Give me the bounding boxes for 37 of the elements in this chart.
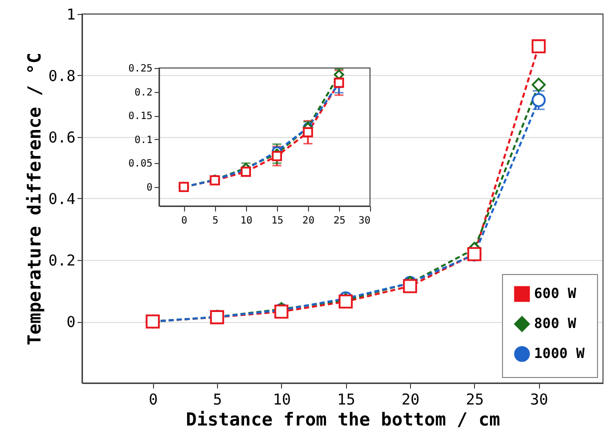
y-tick-label: 0.2 — [48, 252, 76, 270]
y-tick-label: 0 — [66, 313, 76, 331]
x-tick-label: 10 — [272, 390, 291, 408]
y-tick-label: 0.15 — [128, 111, 152, 122]
x-tick-label: 30 — [530, 390, 548, 408]
legend-label: 800 W — [534, 316, 577, 332]
y-tick-label: 0.8 — [48, 67, 76, 85]
x-axis-title: Distance from the bottom / cm — [186, 410, 500, 430]
y-tick-label: 0.6 — [48, 128, 76, 146]
x-tick-label: 5 — [213, 390, 222, 408]
y-tick-label: 0.05 — [128, 158, 152, 170]
point — [240, 166, 251, 177]
y-tick-label: 0.2 — [134, 87, 152, 98]
y-tick-label: 0 — [146, 182, 152, 194]
point — [532, 93, 546, 108]
x-tick-label: 10 — [240, 216, 252, 226]
y-tick-label: 0.4 — [48, 190, 76, 208]
x-tick-label: 0 — [181, 216, 188, 226]
x-tick-label: 5 — [212, 216, 218, 226]
x-tick-label: 25 — [466, 390, 484, 408]
point — [532, 78, 546, 92]
y-tick-label: 0.25 — [128, 64, 152, 74]
point — [532, 39, 546, 54]
point — [403, 279, 418, 294]
y-axis-title: Temperature difference / °C — [24, 52, 46, 346]
x-tick-label: 15 — [337, 390, 356, 408]
x-tick-label: 15 — [271, 216, 284, 226]
legend-label: 600 W — [534, 286, 577, 302]
x-tick-label: 20 — [402, 390, 420, 408]
y-tick-label: 0.1 — [134, 134, 152, 146]
point — [302, 127, 314, 138]
x-tick-label: 25 — [333, 216, 346, 226]
x-tick-label: 30 — [358, 216, 370, 226]
point — [272, 150, 282, 162]
legend-label: 1000 W — [534, 346, 586, 362]
x-tick-label: 20 — [302, 216, 314, 226]
y-tick-label: 1 — [66, 6, 76, 24]
